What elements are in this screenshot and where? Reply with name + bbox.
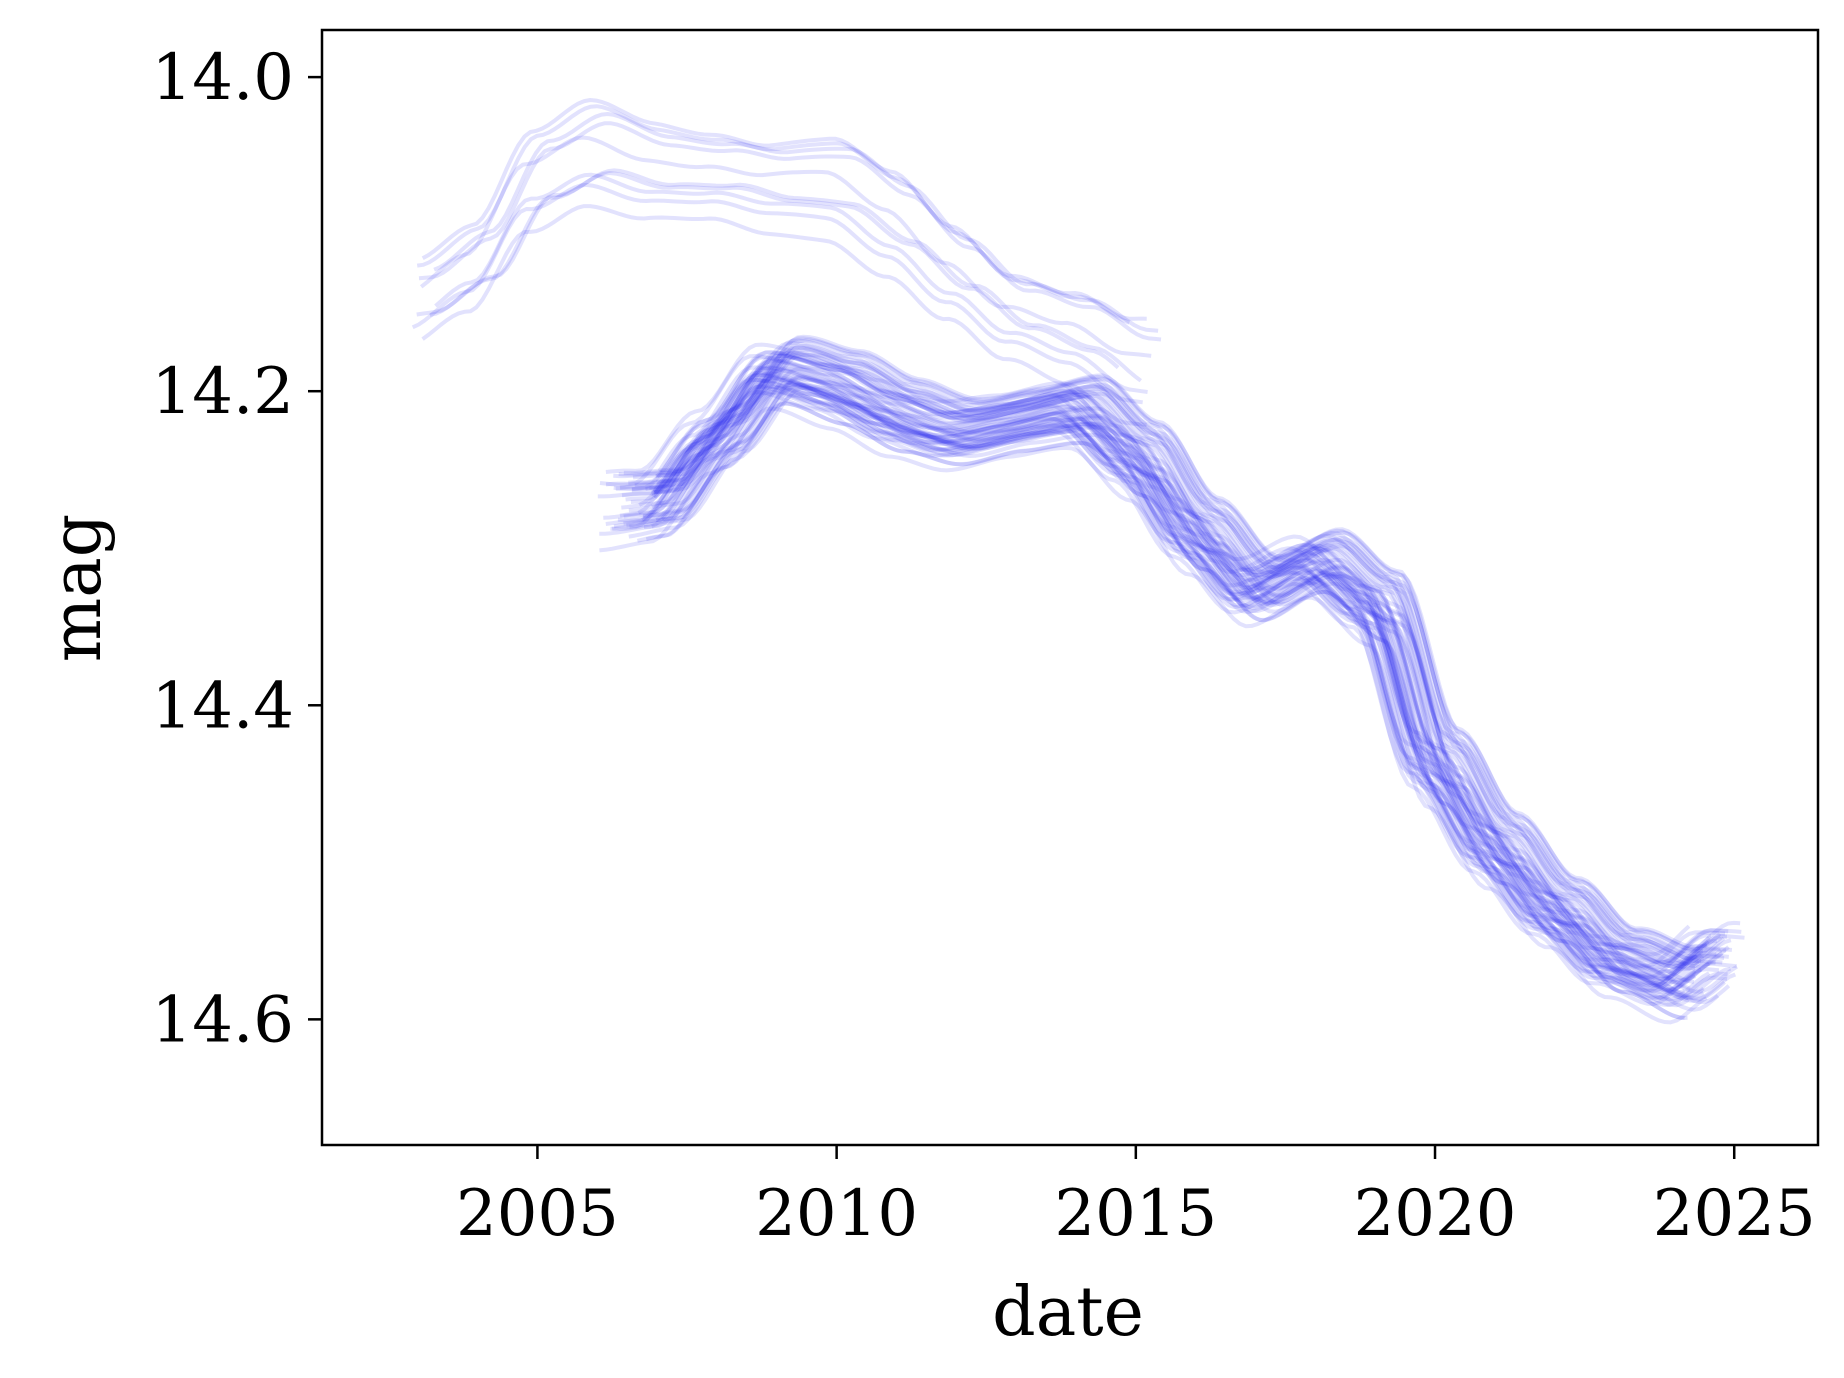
y-tick-label: 14.0 [152, 41, 295, 115]
early-series-line [418, 121, 1162, 342]
early-series-line [419, 135, 1152, 358]
series-line [599, 390, 1690, 1008]
series-line [623, 334, 1708, 950]
early-series-line [416, 104, 1131, 325]
series-line [628, 350, 1742, 965]
series-line [645, 401, 1688, 1020]
x-tick-label: 2020 [1354, 1177, 1517, 1251]
series-line [653, 354, 1696, 971]
early-series-line [429, 171, 1120, 370]
series-line [637, 377, 1716, 993]
series-line [623, 378, 1737, 995]
series-line [628, 367, 1695, 984]
early-series-line [421, 204, 1147, 427]
series-line [615, 355, 1711, 970]
series-line [599, 345, 1703, 961]
x-tick-label: 2010 [755, 1177, 918, 1251]
series-line [613, 347, 1722, 964]
series-line [650, 371, 1729, 987]
series-line [621, 359, 1701, 975]
series-line [630, 366, 1727, 982]
series-line [597, 358, 1718, 974]
early-series-line [411, 182, 1143, 405]
series-line [619, 375, 1711, 992]
y-tick-label: 14.2 [152, 355, 295, 429]
series-line [603, 376, 1723, 993]
series-line [610, 385, 1737, 1003]
series-line [599, 406, 1708, 1025]
series-line [631, 353, 1727, 969]
y-axis: 14.0 14.2 14.4 14.6 [152, 41, 322, 1057]
series-line [651, 352, 1730, 969]
plot-lines [411, 98, 1745, 1025]
series-line [617, 376, 1738, 994]
series-line [632, 341, 1741, 956]
series-line [621, 366, 1724, 983]
series-line [645, 350, 1700, 966]
series-line [631, 350, 1723, 966]
series-line [656, 344, 1704, 960]
x-axis: 2005 2010 2015 2020 2025 [456, 1145, 1816, 1251]
y-axis-label: mag [38, 514, 117, 663]
series-line [618, 336, 1722, 952]
early-series-line [434, 172, 1148, 394]
series-line [651, 373, 1725, 989]
y-tick-label: 14.6 [152, 983, 295, 1057]
series-line [651, 385, 1731, 1005]
series-line [605, 354, 1726, 968]
series-line [636, 401, 1685, 1020]
series-line [659, 368, 1697, 985]
series-line [643, 377, 1686, 995]
series-line [657, 365, 1707, 980]
y-tick-label: 14.4 [152, 669, 295, 743]
series-line [634, 345, 1726, 961]
series-line [642, 374, 1691, 991]
series-line [653, 365, 1733, 981]
series-line [649, 353, 1745, 969]
series-line [661, 385, 1728, 1003]
series-line [641, 384, 1702, 1001]
series-line [643, 390, 1728, 1007]
x-tick-label: 2015 [1054, 1177, 1217, 1251]
series-line [605, 383, 1720, 1000]
series-line [638, 370, 1717, 986]
series-line [628, 393, 1720, 1012]
series-line [605, 342, 1691, 957]
plot-frame [320, 28, 1820, 1147]
series-line [655, 350, 1729, 965]
early-series-line [416, 168, 1143, 383]
series-line [625, 363, 1687, 979]
series-line [611, 390, 1696, 1007]
early-series-line [433, 112, 1159, 333]
series-line [655, 338, 1703, 954]
series-line [655, 382, 1705, 1000]
series-line [654, 372, 1698, 988]
x-axis-label: date [992, 1273, 1144, 1352]
early-series-line [421, 98, 1147, 321]
series-line [626, 382, 1705, 1001]
series-line [652, 377, 1702, 993]
x-tick-label: 2005 [456, 1177, 619, 1251]
series-line [629, 382, 1726, 1001]
series-line [613, 384, 1711, 1002]
series-line [613, 338, 1710, 954]
series-line [619, 351, 1711, 966]
series-line [653, 355, 1732, 972]
series-line [623, 380, 1732, 998]
x-tick-label: 2025 [1653, 1177, 1816, 1251]
